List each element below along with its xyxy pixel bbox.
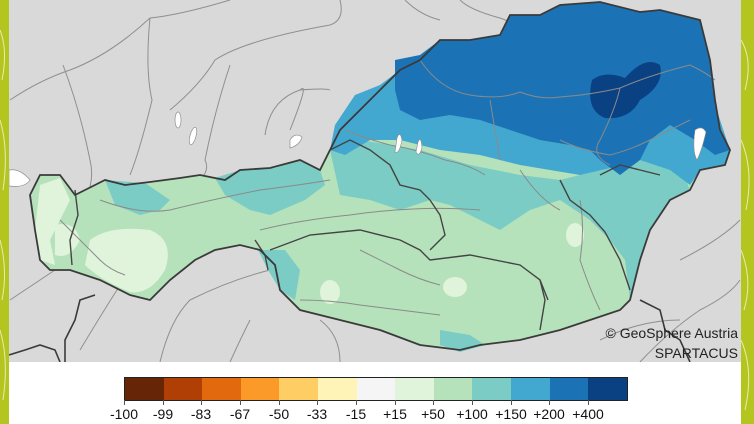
legend-label: +100 <box>456 406 488 422</box>
copyright-text: © GeoSphere Austria <box>605 325 738 341</box>
legend-label: +150 <box>495 406 527 422</box>
legend-tick <box>356 400 357 405</box>
contour-pattern-icon <box>0 29 6 401</box>
legend-tick <box>433 400 434 405</box>
legend-label: -50 <box>268 406 290 422</box>
legend-tick <box>549 400 550 405</box>
contour-pattern-icon <box>741 39 750 411</box>
color-legend: -100 -99 -83 -67 -50 -33 -15 +15 +50 +10… <box>9 362 741 424</box>
legend-tick <box>240 400 241 405</box>
legend-box <box>202 378 241 400</box>
legend-tick <box>124 400 125 405</box>
decorative-left-strip <box>0 0 9 424</box>
legend-tick <box>472 400 473 405</box>
legend-color-bar <box>124 377 628 401</box>
austria-precipitation-map <box>9 0 741 362</box>
legend-label: +200 <box>533 406 565 422</box>
legend-box <box>511 378 550 400</box>
legend-tick <box>163 400 164 405</box>
legend-box <box>356 378 396 400</box>
legend-box <box>588 378 627 400</box>
legend-tick <box>511 400 512 405</box>
legend-label: -99 <box>152 406 174 422</box>
legend-label: +15 <box>383 406 407 422</box>
data-source-text: SPARTACUS <box>654 345 738 361</box>
legend-box <box>395 378 434 400</box>
legend-box <box>163 378 203 400</box>
decorative-right-strip <box>741 0 754 424</box>
map-attribution: © GeoSphere Austria SPARTACUS <box>605 323 738 362</box>
map-canvas[interactable]: © GeoSphere Austria SPARTACUS <box>9 0 741 362</box>
legend-tick <box>279 400 280 405</box>
legend-box <box>279 378 319 400</box>
legend-box <box>318 378 357 400</box>
legend-label: -33 <box>306 406 328 422</box>
legend-box <box>433 378 473 400</box>
legend-label: -67 <box>229 406 251 422</box>
legend-label: -83 <box>190 406 212 422</box>
legend-tick <box>317 400 318 405</box>
legend-box <box>549 378 589 400</box>
legend-tick <box>588 400 589 405</box>
legend-label: +50 <box>421 406 445 422</box>
legend-label: -100 <box>109 406 139 422</box>
legend-box <box>240 378 280 400</box>
legend-label: +400 <box>572 406 604 422</box>
legend-label: -15 <box>345 406 367 422</box>
legend-box <box>472 378 512 400</box>
legend-tick <box>201 400 202 405</box>
legend-tick <box>395 400 396 405</box>
legend-box <box>125 378 164 400</box>
